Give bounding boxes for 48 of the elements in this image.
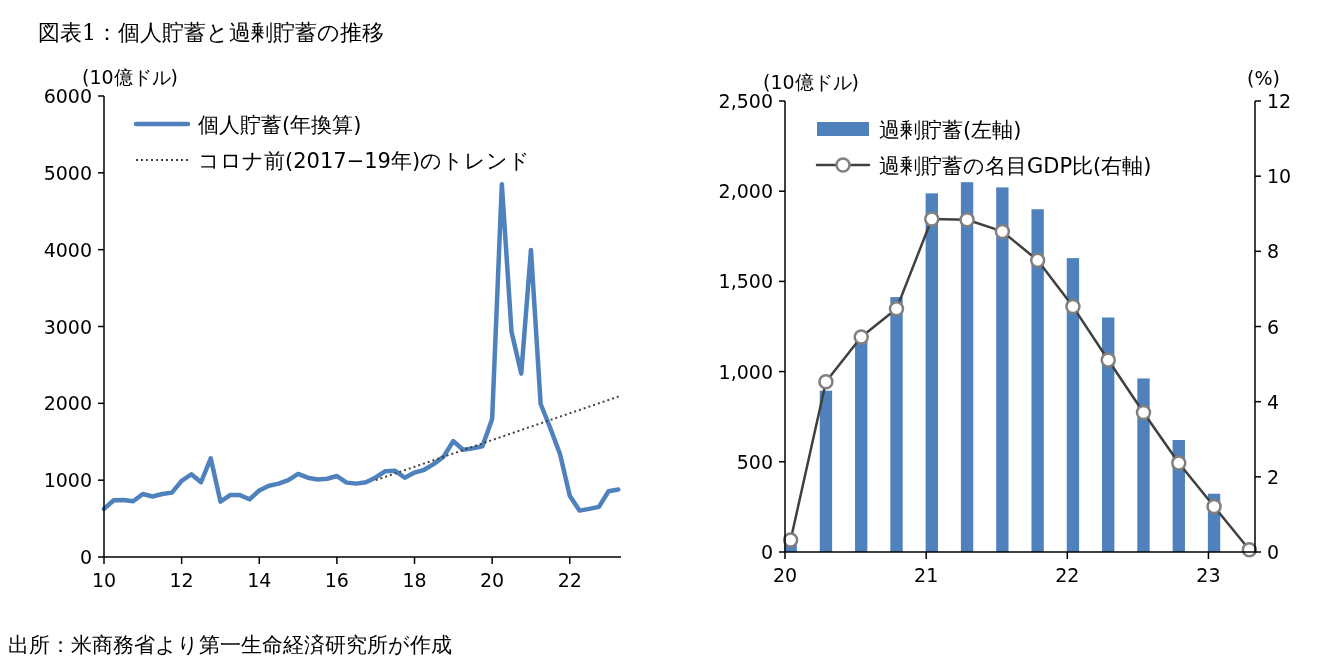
x-tick-label: 22 (1055, 564, 1080, 586)
bar (1031, 209, 1044, 552)
y-axis-title: (10億ドル) (82, 66, 179, 88)
x-tick-label: 10 (91, 569, 117, 591)
x-tick-label: 18 (402, 569, 427, 591)
legend-label: コロナ前(2017−19年)のトレンド (198, 149, 531, 173)
x-tick-label: 22 (557, 569, 582, 591)
title: 図表1：個人貯蓄と過剰貯蓄の推移 (38, 20, 384, 45)
bar (1137, 378, 1150, 552)
bar (960, 182, 974, 552)
annotation: 出所：米商務省より第一生命経済研究所が作成 (8, 633, 452, 657)
x-tick-label: 16 (324, 569, 349, 591)
x-tick-label: 12 (169, 569, 194, 591)
legend-label: 個人貯蓄(年換算) (198, 113, 362, 137)
bar (855, 341, 868, 552)
y-tick-label: 3000 (43, 315, 92, 338)
x-tick-label: 23 (1196, 564, 1221, 586)
x-tick-label: 20 (772, 564, 798, 586)
x-tick-label: 20 (480, 569, 505, 591)
y2-tick-label: 6 (1267, 315, 1280, 338)
y-tick-label: 1,000 (718, 360, 773, 383)
y2-tick-label: 10 (1267, 165, 1292, 188)
bar (1066, 258, 1080, 552)
y-tick-label: 5000 (43, 161, 92, 184)
y2-tick-label: 0 (1267, 541, 1280, 563)
bar (925, 193, 938, 552)
bar (890, 297, 903, 552)
y-tick-label: 4000 (43, 238, 92, 261)
y2-tick-label: 2 (1267, 465, 1280, 488)
legend-label: 過剰貯蓄(左軸) (879, 118, 1022, 142)
y-tick-label: 0 (760, 541, 773, 563)
y-tick-label: 2,000 (718, 180, 773, 203)
y-tick-label: 1,500 (718, 270, 773, 293)
y2-tick-label: 12 (1267, 90, 1292, 112)
legend-label: 過剰貯蓄の名目GDP比(右軸) (879, 154, 1152, 178)
y2-tick-label: 4 (1267, 390, 1280, 413)
bar (996, 187, 1009, 552)
y-tick-label: 0 (79, 546, 92, 568)
y-tick-label: 2000 (43, 392, 92, 415)
y-tick-label: 500 (736, 450, 773, 473)
y-axis-title: (10億ドル) (763, 71, 860, 93)
bar (819, 390, 833, 552)
y2-tick-label: 8 (1267, 240, 1280, 263)
x-tick-label: 21 (914, 564, 939, 586)
x-tick-label: 14 (247, 569, 272, 591)
y-tick-label: 1000 (43, 469, 92, 492)
bar (1102, 317, 1115, 552)
y2-axis-title: (%) (1247, 67, 1280, 89)
